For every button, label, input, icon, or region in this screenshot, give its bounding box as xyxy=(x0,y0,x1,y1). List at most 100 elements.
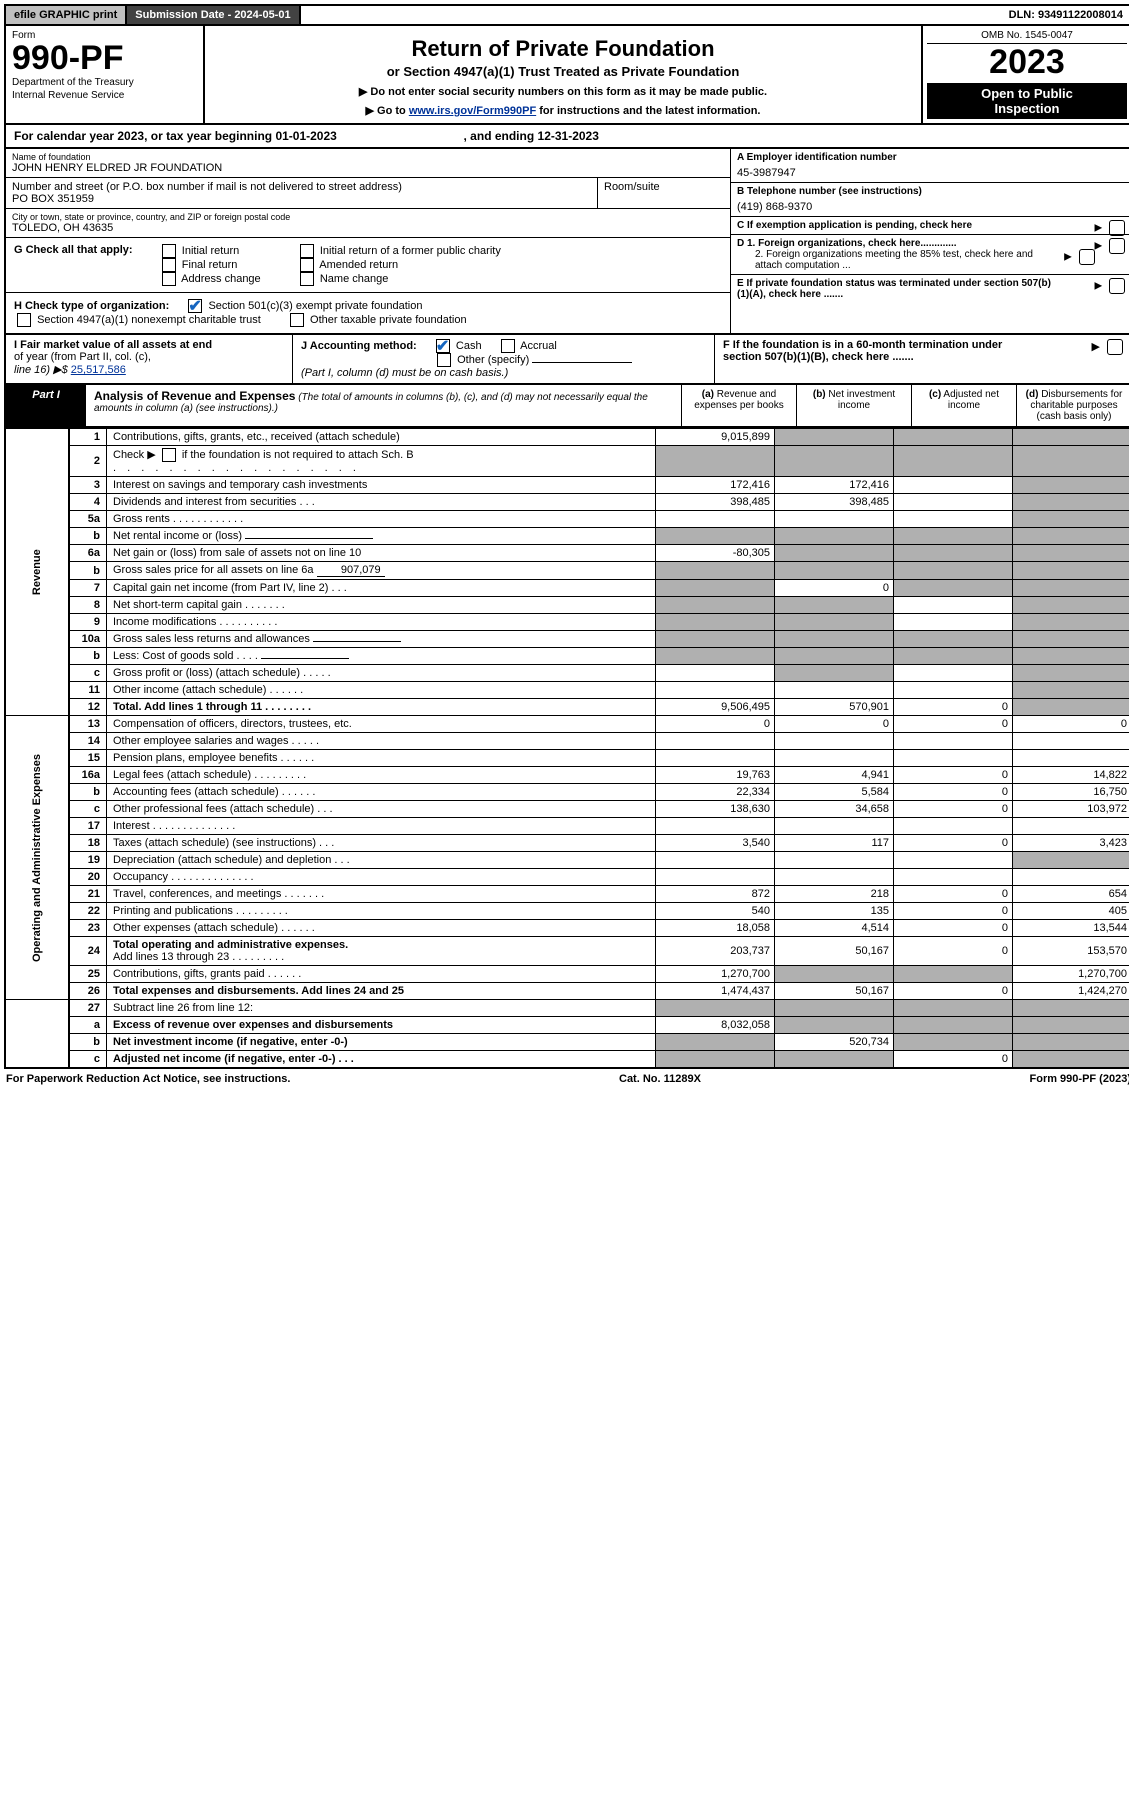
e-label: E If private foundation status was termi… xyxy=(737,278,1057,300)
other-method-checkbox[interactable] xyxy=(437,353,451,367)
header-center: Return of Private Foundation or Section … xyxy=(205,26,921,123)
part1-header: Part I Analysis of Revenue and Expenses … xyxy=(4,385,1129,428)
g-label: G Check all that apply: xyxy=(14,244,133,256)
row-25: 25Contributions, gifts, grants paid . . … xyxy=(5,966,1129,983)
goto-note: ▶ Go to www.irs.gov/Form990PF for instru… xyxy=(215,104,911,117)
row-19: 19Depreciation (attach schedule) and dep… xyxy=(5,852,1129,869)
row-27b: bNet investment income (if negative, ent… xyxy=(5,1034,1129,1051)
final-return-checkbox[interactable] xyxy=(162,258,176,272)
phone-value: (419) 868-9370 xyxy=(737,201,1125,213)
c-checkbox[interactable] xyxy=(1109,220,1125,236)
phone-cell: B Telephone number (see instructions) (4… xyxy=(731,183,1129,217)
gross-sales-6a: 907,079 xyxy=(317,564,385,577)
street-address: PO BOX 351959 xyxy=(12,193,591,205)
i-lbl2: of year (from Part II, col. (c), xyxy=(14,351,151,363)
row-13: Operating and Administrative Expenses 13… xyxy=(5,716,1129,733)
irs-link[interactable]: www.irs.gov/Form990PF xyxy=(409,105,536,117)
row-4: 4Dividends and interest from securities … xyxy=(5,494,1129,511)
j-other: Other (specify) xyxy=(457,354,529,366)
schb-checkbox[interactable] xyxy=(162,448,176,462)
revenue-side-label: Revenue xyxy=(5,429,69,716)
part1-label: Part I xyxy=(6,385,86,426)
spacer xyxy=(301,12,1001,18)
form-subtitle: or Section 4947(a)(1) Trust Treated as P… xyxy=(215,64,911,79)
h-o2: Section 4947(a)(1) nonexempt charitable … xyxy=(37,314,261,326)
foundation-name: JOHN HENRY ELDRED JR FOUNDATION xyxy=(12,162,724,174)
open-public-badge: Open to Public Inspection xyxy=(927,83,1127,119)
ein-cell: A Employer identification number 45-3987… xyxy=(731,149,1129,183)
row-6b: bGross sales price for all assets on lin… xyxy=(5,562,1129,580)
g-o4: Initial return of a former public charit… xyxy=(320,245,501,257)
cash-checkbox[interactable] xyxy=(436,339,450,353)
goto-post: for instructions and the latest informat… xyxy=(536,105,760,117)
col-b-head: (b) Net investment income xyxy=(797,385,912,426)
info-right: A Employer identification number 45-3987… xyxy=(730,149,1129,333)
dept-irs: Internal Revenue Service xyxy=(12,90,197,101)
j-cash: Cash xyxy=(456,340,482,352)
top-bar: efile GRAPHIC print Submission Date - 20… xyxy=(4,4,1129,26)
dept-treasury: Department of the Treasury xyxy=(12,77,197,88)
open-line2: Inspection xyxy=(994,101,1059,116)
row-16c: cOther professional fees (attach schedul… xyxy=(5,801,1129,818)
c-cell: C If exemption application is pending, c… xyxy=(731,217,1129,235)
g-row: G Check all that apply: Initial return F… xyxy=(6,238,730,293)
row-23: 23Other expenses (attach schedule) . . .… xyxy=(5,920,1129,937)
initial-former-checkbox[interactable] xyxy=(300,244,314,258)
address-change-checkbox[interactable] xyxy=(162,272,176,286)
cat-no: Cat. No. 11289X xyxy=(619,1073,701,1085)
col-a-head: (a) Revenue and expenses per books xyxy=(682,385,797,426)
row-11: 11Other income (attach schedule) . . . .… xyxy=(5,682,1129,699)
ijf-row: I Fair market value of all assets at end… xyxy=(4,335,1129,385)
row-12: 12Total. Add lines 1 through 11 . . . . … xyxy=(5,699,1129,716)
h-o3: Other taxable private foundation xyxy=(310,314,467,326)
row-14: 14Other employee salaries and wages . . … xyxy=(5,733,1129,750)
goto-pre: ▶ Go to xyxy=(366,105,409,117)
row-26: 26Total expenses and disbursements. Add … xyxy=(5,983,1129,1000)
col-d-head: (d) Disbursements for charitable purpose… xyxy=(1017,385,1129,426)
row-27a: aExcess of revenue over expenses and dis… xyxy=(5,1017,1129,1034)
g-o1: Initial return xyxy=(182,245,239,257)
info-grid: Name of foundation JOHN HENRY ELDRED JR … xyxy=(4,149,1129,335)
tax-year: 2023 xyxy=(927,44,1127,81)
accrual-checkbox[interactable] xyxy=(501,339,515,353)
j-accrual: Accrual xyxy=(520,340,557,352)
submission-date: Submission Date - 2024-05-01 xyxy=(127,6,300,24)
city-label: City or town, state or province, country… xyxy=(12,212,724,222)
other-taxable-checkbox[interactable] xyxy=(290,313,304,327)
row-10b: bLess: Cost of goods sold . . . . xyxy=(5,648,1129,665)
e-checkbox[interactable] xyxy=(1109,278,1125,294)
initial-return-checkbox[interactable] xyxy=(162,244,176,258)
cal-text-a: For calendar year 2023, or tax year begi… xyxy=(14,129,337,143)
j-note: (Part I, column (d) must be on cash basi… xyxy=(301,367,508,379)
phone-label: B Telephone number (see instructions) xyxy=(737,186,1125,197)
ssn-warning: ▶ Do not enter social security numbers o… xyxy=(215,85,911,98)
city-value: TOLEDO, OH 43635 xyxy=(12,222,724,234)
header-left: Form 990-PF Department of the Treasury I… xyxy=(6,26,205,123)
f-checkbox[interactable] xyxy=(1107,339,1123,355)
row-16a: 16aLegal fees (attach schedule) . . . . … xyxy=(5,767,1129,784)
part1-desc: Analysis of Revenue and Expenses (The to… xyxy=(86,385,682,426)
i-block: I Fair market value of all assets at end… xyxy=(6,335,293,383)
row-24: 24Total operating and administrative exp… xyxy=(5,937,1129,966)
e-cell: E If private foundation status was termi… xyxy=(731,275,1129,303)
room-label: Room/suite xyxy=(604,181,724,193)
expenses-side-label: Operating and Administrative Expenses xyxy=(5,716,69,1000)
j-block: J Accounting method: Cash Accrual Other … xyxy=(293,335,715,383)
d1-checkbox[interactable] xyxy=(1109,238,1125,254)
d2-label: 2. Foreign organizations meeting the 85%… xyxy=(737,249,1055,271)
city-cell: City or town, state or province, country… xyxy=(6,209,730,238)
name-label: Name of foundation xyxy=(12,152,724,162)
name-change-checkbox[interactable] xyxy=(300,272,314,286)
row-27c: cAdjusted net income (if negative, enter… xyxy=(5,1051,1129,1069)
row-20: 20Occupancy . . . . . . . . . . . . . . xyxy=(5,869,1129,886)
form-title: Return of Private Foundation xyxy=(215,36,911,62)
row-6a: 6aNet gain or (loss) from sale of assets… xyxy=(5,545,1129,562)
f-label: F If the foundation is in a 60-month ter… xyxy=(723,339,1043,363)
4947-checkbox[interactable] xyxy=(17,313,31,327)
g-o6: Name change xyxy=(320,273,389,285)
501c3-checkbox[interactable] xyxy=(188,299,202,313)
d2-checkbox[interactable] xyxy=(1079,249,1095,265)
row-9: 9Income modifications . . . . . . . . . … xyxy=(5,614,1129,631)
c-label: C If exemption application is pending, c… xyxy=(737,220,972,231)
amended-return-checkbox[interactable] xyxy=(300,258,314,272)
